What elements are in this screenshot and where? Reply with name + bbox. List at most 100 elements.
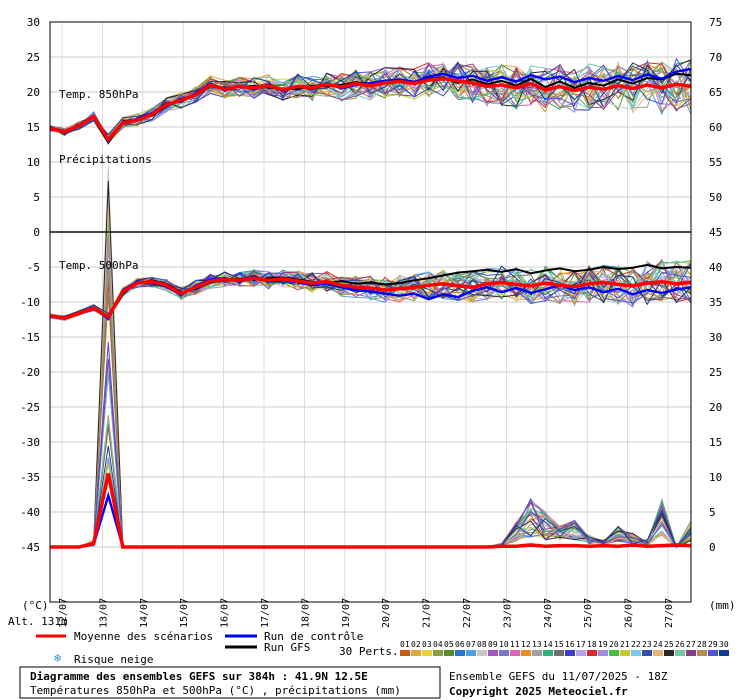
member-line-precip	[50, 422, 692, 548]
date-label: 26/07	[624, 598, 635, 628]
date-label: 19/07	[341, 598, 352, 628]
legend-perts-label: 30 Perts.	[339, 645, 399, 658]
pert-number: 07	[466, 640, 476, 649]
member-line-500	[49, 267, 692, 319]
member-line-precip	[50, 369, 692, 548]
date-label: 23/07	[502, 598, 513, 628]
pert-swatch	[400, 650, 410, 656]
pert-swatch	[587, 650, 597, 656]
pert-swatch	[664, 650, 674, 656]
pert-number: 04	[433, 640, 443, 649]
date-label: 24/07	[543, 598, 554, 628]
plot-frame	[49, 21, 692, 603]
pert-swatch	[631, 650, 641, 656]
pert-swatch	[466, 650, 476, 656]
left-unit: (°C)	[22, 599, 49, 612]
pert-number: 03	[422, 640, 432, 649]
pert-swatch	[455, 650, 465, 656]
member-line-precip	[50, 342, 692, 548]
pert-swatch	[686, 650, 696, 656]
legend-mean-label: Moyenne des scénarios	[74, 630, 213, 643]
right-tick-label: 30	[709, 331, 722, 344]
mean-line-500	[49, 276, 692, 320]
pert-swatch	[488, 650, 498, 656]
member-line-precip	[50, 189, 692, 548]
label-t850: Temp. 850hPa	[59, 88, 138, 101]
member-line-precip	[50, 419, 692, 549]
altitude-label: Alt. 131m	[8, 615, 68, 628]
pert-swatch	[543, 650, 553, 656]
legend-snow-label: Risque neige	[74, 653, 153, 666]
left-tick-label: 20	[27, 86, 40, 99]
pert-swatch	[653, 650, 663, 656]
right-tick-label: 15	[709, 436, 722, 449]
left-tick-label: 15	[27, 121, 40, 134]
pert-swatch	[422, 650, 432, 656]
pert-number: 14	[543, 640, 553, 649]
pert-number: 15	[554, 640, 564, 649]
date-label: 21/07	[422, 598, 433, 628]
member-line-precip	[50, 457, 692, 549]
pert-swatch	[411, 650, 421, 656]
copyright: Copyright 2025 Meteociel.fr	[449, 685, 628, 698]
right-tick-label: 50	[709, 191, 722, 204]
label-precip: Précipitations	[59, 153, 152, 166]
pert-swatch	[708, 650, 718, 656]
pert-number: 19	[598, 640, 608, 649]
pert-number: 17	[576, 640, 586, 649]
member-line-precip	[50, 372, 692, 548]
pert-swatch	[642, 650, 652, 656]
left-tick-label: -5	[27, 261, 40, 274]
pert-number: 26	[675, 640, 685, 649]
chart-title: Diagramme des ensembles GEFS sur 384h : …	[30, 670, 368, 683]
pert-swatch	[675, 650, 685, 656]
date-label: 22/07	[462, 598, 473, 628]
pert-number: 24	[653, 640, 663, 649]
pert-swatch	[565, 650, 575, 656]
member-line-precip	[50, 207, 692, 548]
member-line-precip	[50, 460, 692, 549]
date-label: 14/07	[139, 598, 150, 628]
right-unit: (mm)	[709, 599, 736, 612]
left-tick-label: 0	[33, 226, 40, 239]
left-tick-label: -35	[20, 471, 40, 484]
member-line-precip	[50, 280, 692, 548]
right-tick-label: 25	[709, 366, 722, 379]
left-tick-label: 10	[27, 156, 40, 169]
pert-number: 11	[510, 640, 520, 649]
member-line-precip	[50, 270, 692, 548]
pert-number: 10	[499, 640, 509, 649]
chart-subtitle: Températures 850hPa et 500hPa (°C) , pré…	[30, 684, 401, 697]
member-line-precip	[50, 358, 692, 548]
right-tick-label: 0	[709, 541, 716, 554]
pert-swatch	[499, 650, 509, 656]
pert-number: 13	[532, 640, 542, 649]
date-label: 16/07	[220, 598, 231, 628]
member-line-precip	[50, 166, 692, 549]
pert-number: 08	[477, 640, 487, 649]
member-line-precip	[50, 445, 692, 549]
pert-swatch	[521, 650, 531, 656]
right-tick-label: 75	[709, 16, 722, 29]
perturbation-color-key: 01 02 03 04 05 06 07 08 09 10 11 12 13 14 15 16 17 18 19 20…	[400, 640, 729, 656]
pert-number: 21	[620, 640, 630, 649]
date-label: 13/07	[98, 598, 109, 628]
pert-swatch	[477, 650, 487, 656]
pert-swatch	[554, 650, 564, 656]
date-label: 15/07	[179, 598, 190, 628]
left-tick-label: 25	[27, 51, 40, 64]
right-tick-label: 70	[709, 51, 722, 64]
pert-number: 23	[642, 640, 652, 649]
left-tick-label: -25	[20, 401, 40, 414]
member-line-precip	[50, 414, 692, 549]
member-line-precip	[50, 341, 692, 548]
member-line-precip	[50, 180, 692, 548]
right-tick-label: 10	[709, 471, 722, 484]
date-label: 27/07	[664, 598, 675, 628]
right-tick-label: 40	[709, 261, 722, 274]
left-tick-label: -20	[20, 366, 40, 379]
left-tick-label: -40	[20, 506, 40, 519]
right-tick-label: 20	[709, 401, 722, 414]
